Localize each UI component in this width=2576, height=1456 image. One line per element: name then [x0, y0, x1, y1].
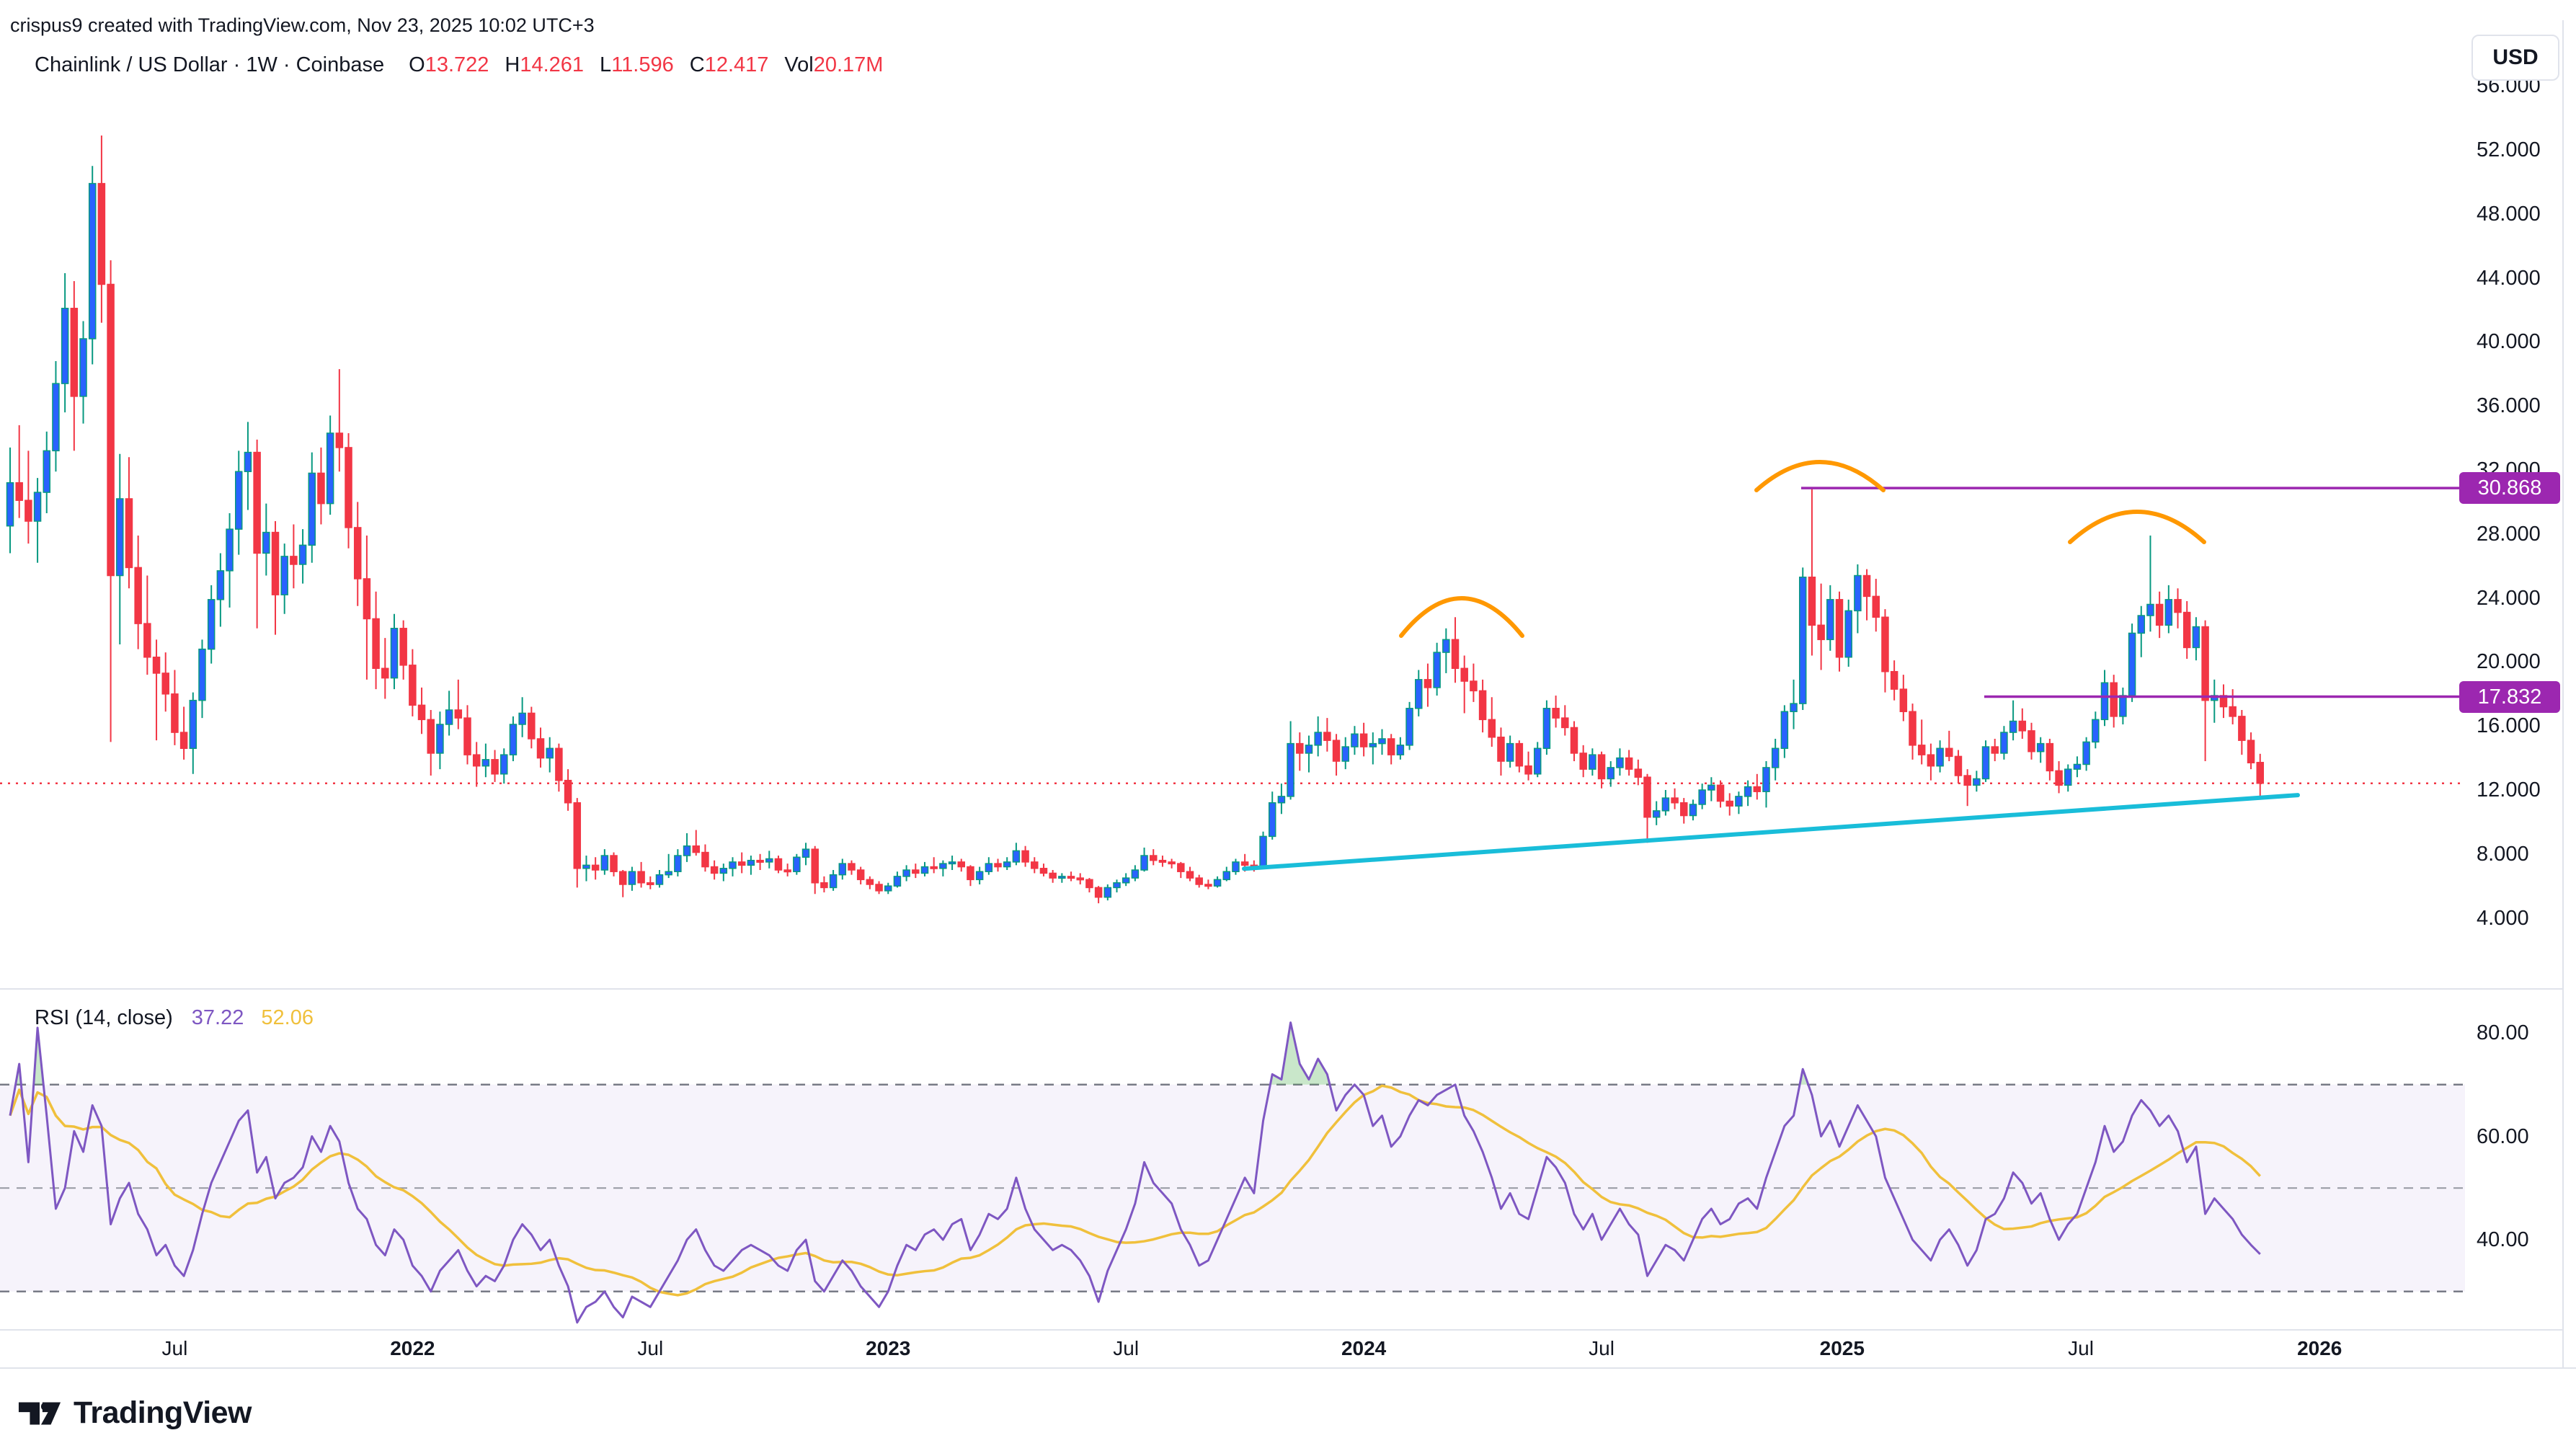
time-axis-label: Jul [161, 1337, 188, 1359]
price-axis-label: 20.000 [2477, 650, 2541, 674]
tradingview-brand-text[interactable]: TradingView [74, 1395, 252, 1430]
price-axis-label: 8.000 [2477, 842, 2529, 866]
high-value: 14.261 [520, 53, 585, 76]
price-axis-label: 4.000 [2477, 906, 2529, 930]
low-value: 11.596 [611, 53, 674, 76]
open-value: 13.722 [425, 53, 489, 76]
time-axis-label: Jul [1113, 1337, 1140, 1359]
close-label: C [689, 53, 705, 76]
rsi-legend: RSI (14, close) 37.22 52.06 [35, 1006, 314, 1030]
time-axis-label: 2023 [866, 1337, 911, 1359]
open-label: O [409, 53, 425, 76]
rsi-axis-label: 40.00 [2477, 1228, 2529, 1251]
rsi-title[interactable]: RSI (14, close) [35, 1006, 173, 1029]
currency-toggle-button[interactable]: USD [2471, 35, 2559, 81]
high-label: H [505, 53, 520, 76]
time-axis[interactable]: Jul 2022 Jul 2023 Jul 2024 Jul 2025 Jul 2026 [0, 1330, 2563, 1368]
price-axis-label: 12.000 [2477, 778, 2541, 802]
symbol-title[interactable]: Chainlink / US Dollar · 1W · Coinbase [35, 53, 385, 76]
price-axis[interactable]: 56.000 52.000 48.000 44.000 40.000 36.000 32.0… [2459, 20, 2576, 1330]
tradingview-logo-icon[interactable] [17, 1400, 62, 1426]
price-axis-label: 28.000 [2477, 522, 2541, 546]
close-value: 12.417 [704, 53, 769, 76]
symbol-legend: Chainlink / US Dollar · 1W · Coinbase O … [35, 53, 883, 77]
low-label: L [600, 53, 612, 76]
price-axis-label: 36.000 [2477, 394, 2541, 418]
price-level-badge: 30.868 [2459, 472, 2560, 505]
time-axis-label: Jul [1589, 1337, 1615, 1359]
time-axis-label: 2025 [1819, 1337, 1865, 1359]
price-level-badge: 17.832 [2459, 680, 2560, 713]
price-axis-label: 40.000 [2477, 330, 2541, 354]
top-bar: crispus9 created with TradingView.com, N… [0, 0, 2576, 37]
price-axis-label: 24.000 [2477, 586, 2541, 610]
rsi-axis-label: 80.00 [2477, 1021, 2529, 1044]
time-axis-label: 2022 [390, 1337, 435, 1359]
time-axis-label: Jul [2068, 1337, 2094, 1359]
time-axis-label: 2024 [1341, 1337, 1387, 1359]
volume-label: Vol [784, 53, 814, 76]
time-axis-label: Jul [637, 1337, 664, 1359]
time-axis-label: 2026 [2297, 1337, 2342, 1359]
price-axis-label: 16.000 [2477, 714, 2541, 738]
attribution-text: crispus9 created with TradingView.com, N… [10, 14, 595, 36]
price-axis-label: 44.000 [2477, 266, 2541, 290]
rsi-axis-label: 60.00 [2477, 1124, 2529, 1148]
footer: TradingView [17, 1395, 252, 1431]
price-axis-label: 48.000 [2477, 202, 2541, 226]
rsi-ma-value: 52.06 [261, 1006, 314, 1029]
rsi-value: 37.22 [191, 1006, 244, 1029]
price-axis-label: 52.000 [2477, 138, 2541, 161]
volume-value: 20.17M [813, 53, 884, 76]
